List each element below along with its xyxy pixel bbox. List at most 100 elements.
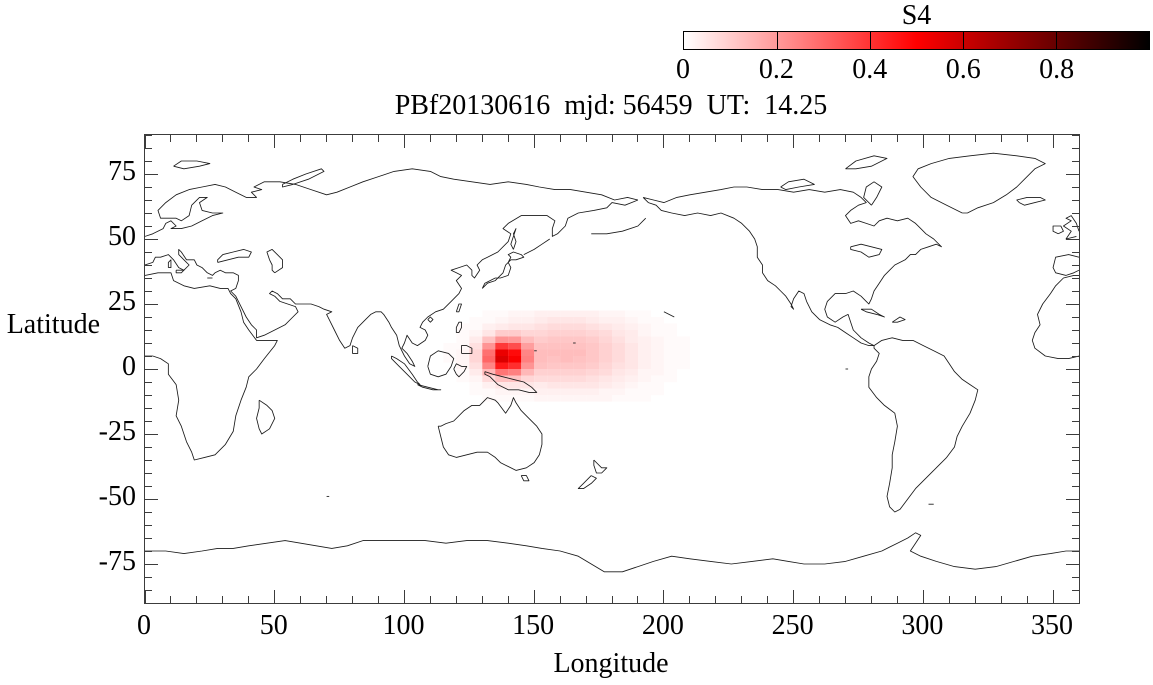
coastline-antarctica (145, 532, 1079, 573)
s4-heatmap-cell (469, 356, 483, 363)
s4-heatmap-cell (586, 388, 600, 396)
s4-heatmap-cell (482, 362, 496, 370)
s4-heatmap-cell (676, 343, 690, 350)
s4-heatmap-cell (560, 349, 574, 357)
axis-tick (145, 563, 158, 565)
axis-tick (196, 596, 198, 603)
coastline-sakhalin (510, 228, 517, 250)
coastline-ireland (1052, 225, 1064, 235)
s4-heatmap-cell (534, 395, 548, 402)
axis-tick (793, 590, 795, 603)
axis-tick (1072, 186, 1079, 188)
axis-tick (403, 590, 405, 603)
coastline-eurasia-south (145, 199, 639, 367)
axis-tick (1072, 160, 1079, 162)
s4-heatmap-cell (663, 343, 677, 350)
x-tick-label: 150 (512, 610, 555, 641)
s4-heatmap-cell (547, 349, 561, 357)
coastline-eurasia-north (145, 168, 639, 237)
s4-heatmap-cell (547, 382, 561, 389)
axis-tick (145, 342, 152, 344)
s4-heatmap-cell (547, 375, 561, 383)
axis-tick (145, 355, 152, 357)
axis-tick (585, 135, 587, 142)
axis-tick (819, 596, 821, 603)
s4-heatmap-cell (624, 323, 639, 331)
axis-tick (1000, 135, 1002, 142)
coastline-java (417, 384, 442, 391)
colorbar-gradient (684, 32, 1149, 49)
s4-heatmap-cell (495, 362, 509, 370)
s4-heatmap-cell (663, 330, 677, 337)
s4-heatmap-cell (573, 343, 587, 350)
s4-heatmap-cell (599, 323, 613, 331)
s4-heatmap-cell (586, 317, 600, 324)
axis-tick (1066, 303, 1079, 305)
s4-heatmap-cell (612, 395, 626, 402)
y-tick-label: 75 (108, 156, 136, 187)
coastline-nz-south (577, 475, 597, 490)
s4-heatmap-cell (495, 323, 509, 331)
s4-heatmap-cell (469, 382, 483, 389)
s4-heatmap-cell (521, 336, 535, 344)
s4-heatmap-cell (534, 369, 548, 376)
coastline-sri-lanka (352, 345, 359, 354)
s4-heatmap-cell (612, 362, 626, 370)
s4-heatmap-cell (637, 382, 652, 389)
s4-heatmap-cell (495, 388, 509, 396)
s4-heatmap-cell (650, 336, 664, 344)
s4-heatmap-cell (637, 349, 652, 357)
axis-tick (1066, 498, 1079, 500)
s4-heatmap-cell (650, 356, 664, 363)
s4-heatmap-cell (547, 310, 561, 318)
s4-heatmap-cell (624, 310, 639, 318)
s4-heatmap-cell (560, 310, 574, 318)
axis-tick (1072, 212, 1079, 214)
s4-heatmap-cell (560, 343, 574, 350)
s4-heatmap-cell (560, 388, 574, 396)
s4-heatmap-cell (560, 336, 574, 344)
s4-heatmap-cell (508, 382, 522, 389)
axis-tick (1072, 199, 1079, 201)
s4-heatmap-cell (482, 310, 496, 318)
s4-heatmap-cell (676, 336, 690, 344)
s4-heatmap-cell (547, 369, 561, 376)
s4-heatmap-cell (599, 362, 613, 370)
s4-heatmap-cell (560, 369, 574, 376)
s4-heatmap-cell (573, 323, 587, 331)
axis-tick (222, 135, 224, 142)
coastline-nz-north (593, 459, 608, 474)
s4-heatmap-cell (612, 375, 626, 383)
x-tick-label: 200 (641, 610, 684, 641)
coastline-sulawesi (453, 363, 468, 378)
s4-heatmap-cell (482, 343, 496, 350)
s4-heatmap-cell (599, 317, 613, 324)
s4-heatmap-cell (599, 375, 613, 383)
s4-heatmap-cell (521, 330, 535, 337)
s4-heatmap-cell (469, 388, 483, 396)
y-tick-label: -75 (98, 546, 136, 577)
s4-heatmap-cell (456, 323, 470, 331)
s4-heatmap-cell (443, 343, 457, 350)
axis-tick (1072, 134, 1079, 136)
s4-heatmap-cell (508, 323, 522, 331)
axis-tick (1072, 459, 1079, 461)
s4-heatmap-cell (443, 349, 457, 357)
colorbar-tick (1056, 32, 1057, 49)
axis-tick (1066, 433, 1079, 435)
axis-tick (145, 524, 152, 526)
axis-tick (145, 134, 152, 136)
s4-heatmap-cell (599, 382, 613, 389)
axis-tick (1072, 381, 1079, 383)
axis-tick (300, 596, 302, 603)
axis-tick (974, 135, 976, 142)
coastline-taiwan (455, 303, 462, 313)
s4-heatmap-cell (508, 388, 522, 396)
s4-heatmap-cell (624, 369, 639, 376)
coastline-novaya-zemlya (282, 168, 325, 188)
s4-heatmap-cell (495, 395, 509, 402)
s4-heatmap-cell (443, 356, 457, 363)
axis-tick (845, 596, 846, 603)
s4-heatmap-cell (508, 356, 522, 363)
